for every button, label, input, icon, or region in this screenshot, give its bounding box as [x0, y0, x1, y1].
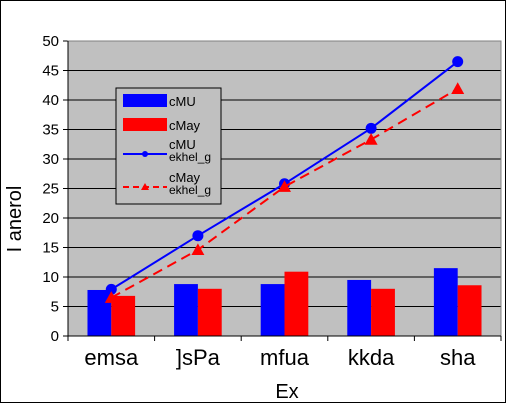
y-tick-label: 20 — [42, 210, 59, 227]
y-axis-title: I anerol — [4, 186, 26, 253]
legend-swatch-bar-2 — [123, 118, 167, 131]
legend-marker-1 — [142, 151, 148, 157]
legend-swatch-bar-1 — [123, 94, 167, 107]
x-tick-label: mfua — [260, 345, 310, 370]
bar-2 — [198, 289, 222, 336]
legend-label-bar-2: cMay — [169, 118, 201, 133]
x-tick-label: sha — [440, 345, 476, 370]
legend-label-line-1-sub: ekhel_g — [169, 150, 211, 164]
y-tick-label: 15 — [42, 240, 59, 257]
bar-1 — [434, 268, 458, 336]
y-tick-label: 25 — [42, 181, 59, 198]
y-tick-label: 45 — [42, 63, 59, 80]
y-tick-label: 50 — [42, 33, 59, 50]
legend-label-bar-1: cMU — [169, 94, 196, 109]
y-tick-label: 35 — [42, 122, 59, 139]
x-tick-label: ]sPa — [176, 345, 221, 370]
bar-1 — [87, 290, 111, 336]
y-tick-label: 5 — [51, 299, 59, 316]
bar-1 — [261, 284, 285, 336]
bar-2 — [371, 289, 395, 336]
y-tick-label: 30 — [42, 151, 59, 168]
x-axis-title: Ex — [275, 381, 298, 402]
y-tick-label: 10 — [42, 269, 59, 286]
y-tick-label: 0 — [51, 328, 59, 345]
line-1-point — [366, 123, 377, 134]
legend: cMU cMay cMU ekhel_g cMay ekhel_g — [116, 88, 221, 204]
y-tick-label: 40 — [42, 92, 59, 109]
bar-1 — [174, 284, 198, 336]
line-1-point — [452, 56, 463, 67]
line-1-point — [192, 230, 203, 241]
legend-label-line-2-sub: ekhel_g — [169, 183, 211, 197]
bar-2 — [458, 285, 482, 336]
bar-1 — [347, 280, 371, 336]
x-tick-label: kkda — [348, 345, 395, 370]
x-tick-label: emsa — [84, 345, 139, 370]
bar-2 — [285, 272, 309, 336]
